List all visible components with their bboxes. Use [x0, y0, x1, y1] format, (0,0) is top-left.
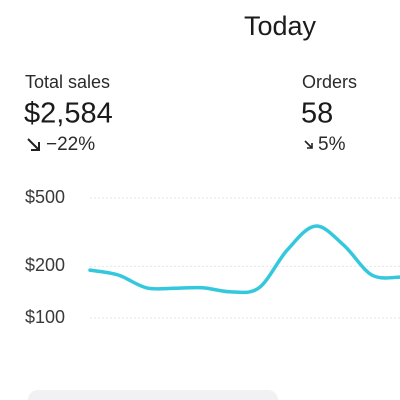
trend-down-icon — [27, 138, 40, 151]
metric-label: Orders — [302, 72, 357, 92]
metric-change: 5% — [318, 134, 346, 155]
chart: $500 $200 $100 — [25, 187, 400, 327]
metric-value: $2,584 — [24, 98, 113, 130]
metric-value: 58 — [301, 98, 333, 130]
y-tick-label: $100 — [25, 307, 65, 327]
y-tick-label: $500 — [25, 187, 65, 207]
metric-label: Total sales — [25, 72, 110, 92]
bottom-card — [28, 390, 278, 400]
page-title: Today — [244, 11, 317, 41]
metric-change: −22% — [46, 134, 95, 155]
y-tick-label: $200 — [25, 255, 65, 275]
sales-line — [88, 224, 400, 295]
trend-down-icon — [304, 140, 313, 149]
